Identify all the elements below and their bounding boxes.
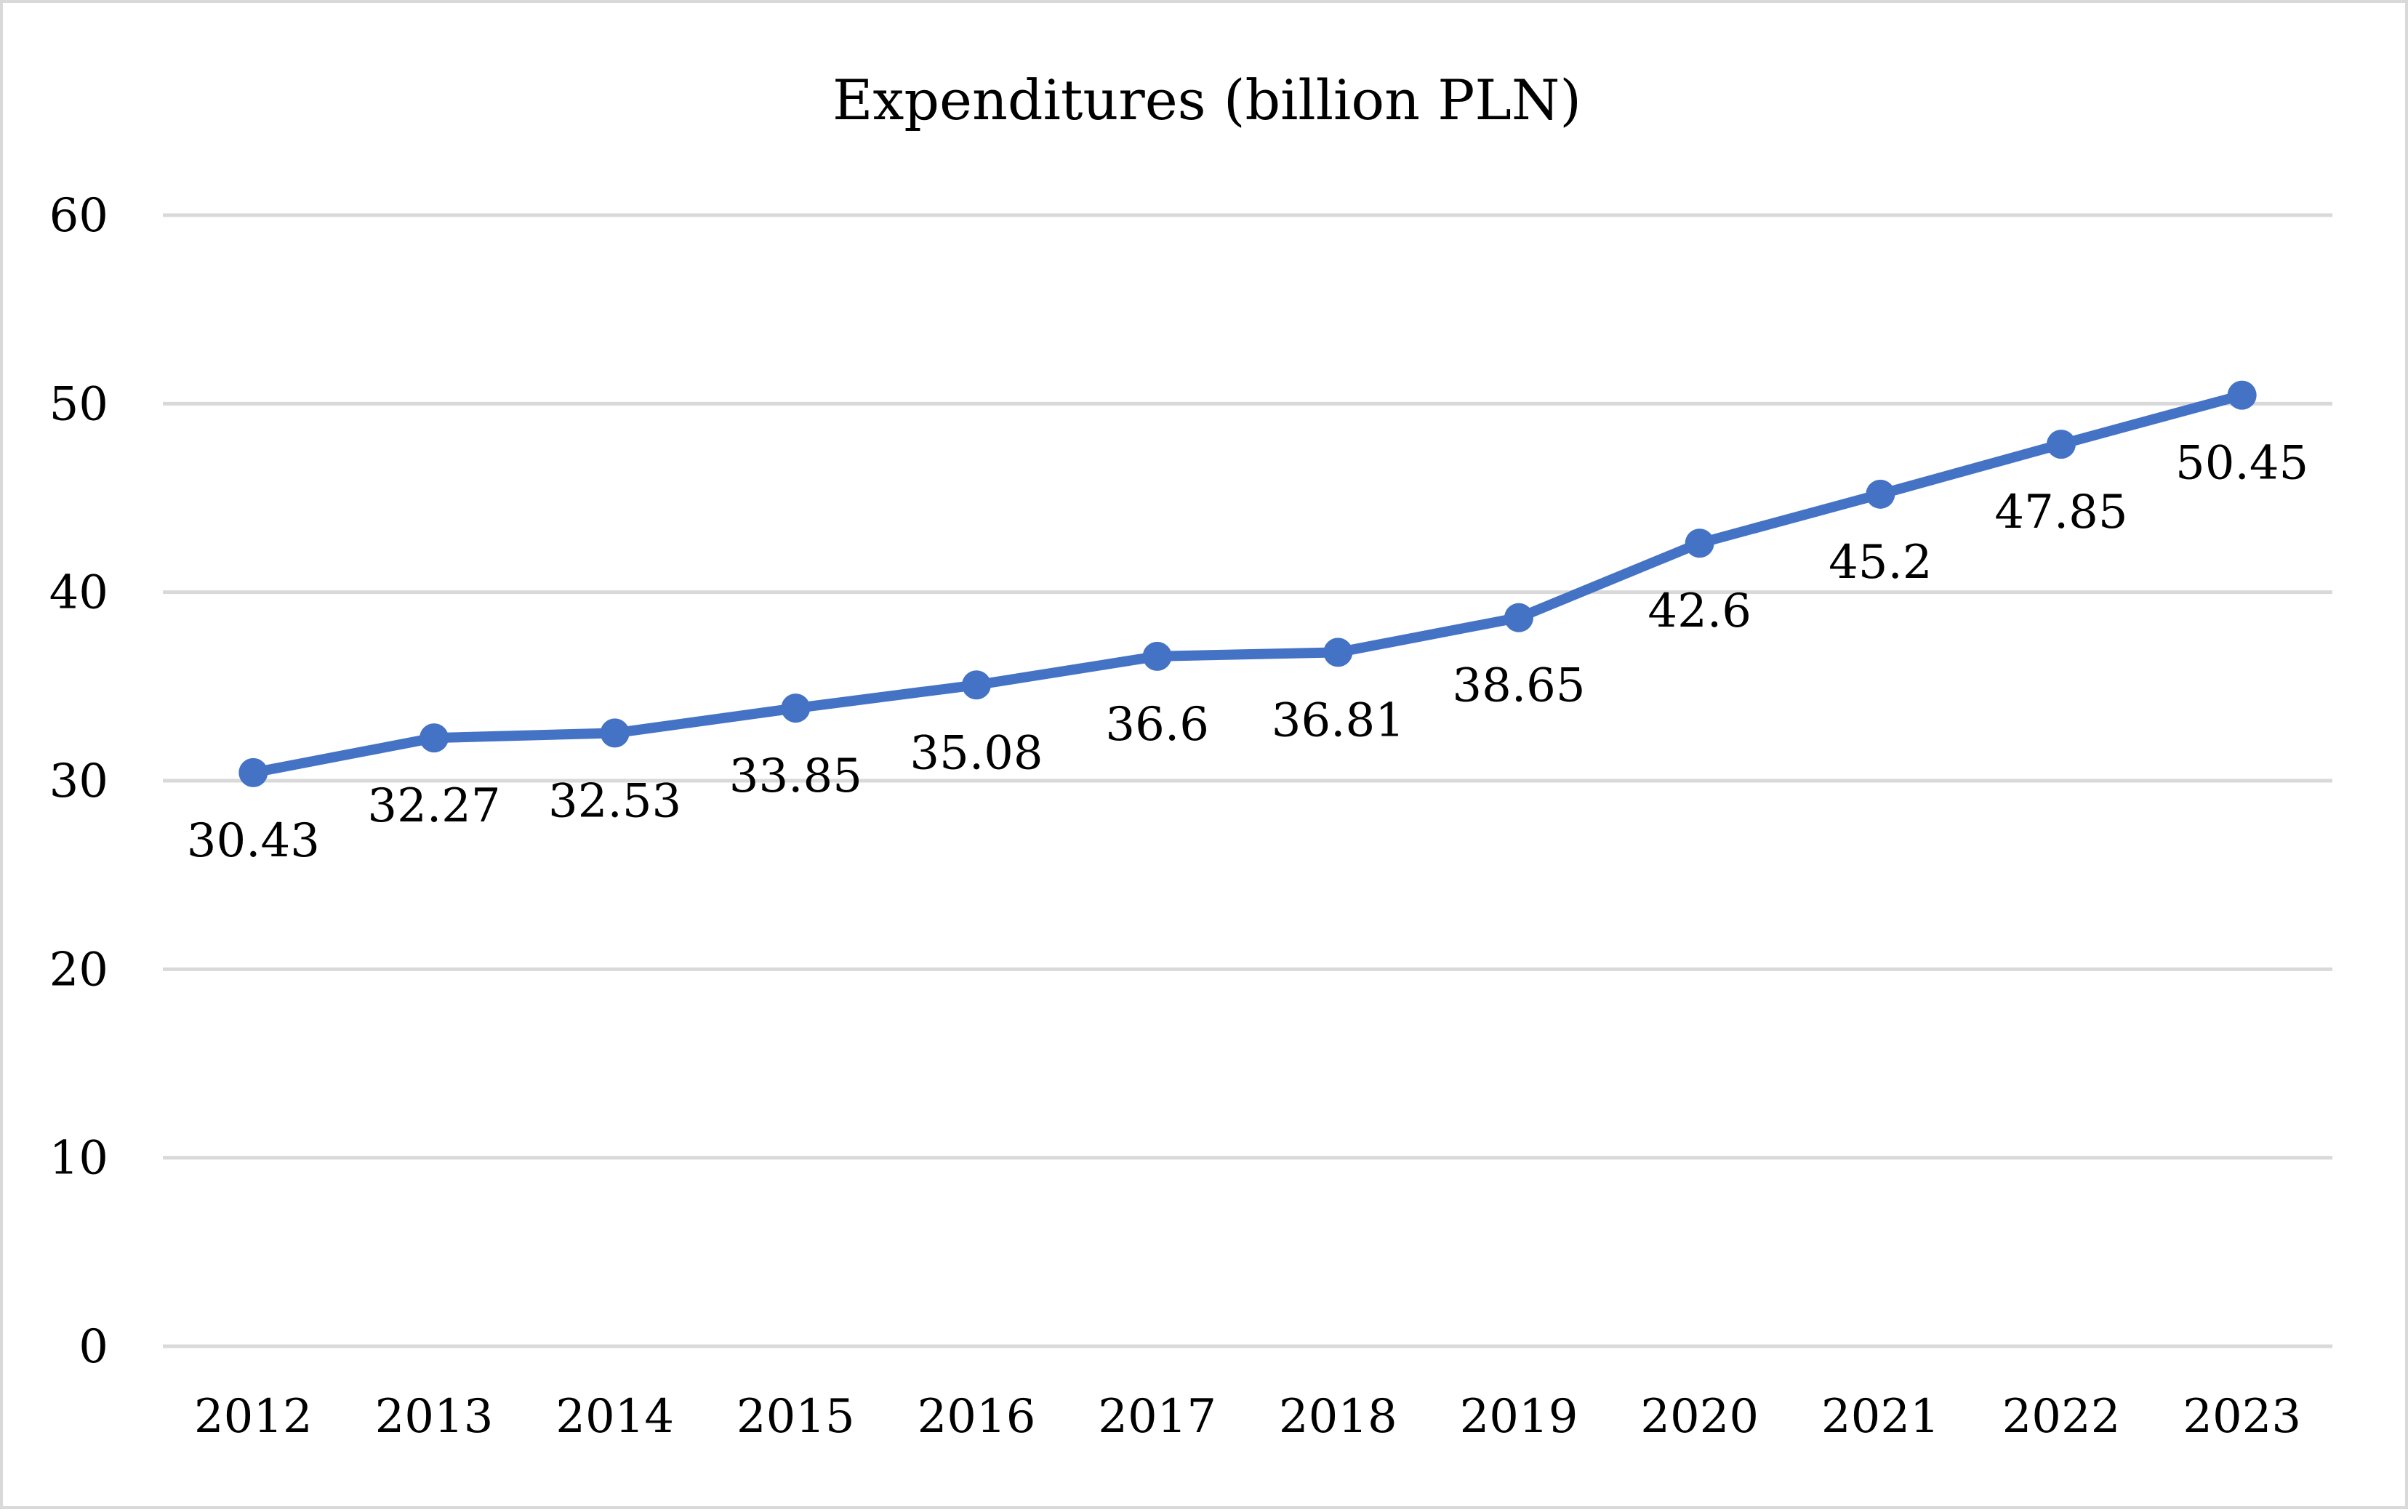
data-label: 35.08 <box>910 726 1043 780</box>
data-label: 47.85 <box>1994 486 2127 539</box>
y-tick-label: 40 <box>49 566 108 620</box>
data-label: 38.65 <box>1452 659 1585 713</box>
y-tick-label: 10 <box>49 1132 108 1186</box>
chart-title: Expenditures (billion PLN) <box>832 68 1581 132</box>
data-label: 32.53 <box>548 774 681 828</box>
data-point <box>1866 479 1895 509</box>
x-tick-label: 2018 <box>1279 1390 1397 1444</box>
data-label: 42.6 <box>1648 584 1751 638</box>
y-tick-label: 60 <box>49 189 108 243</box>
data-point <box>1323 638 1353 667</box>
x-tick-label: 2022 <box>2002 1390 2121 1444</box>
y-tick-label: 20 <box>49 943 108 997</box>
x-tick-label: 2019 <box>1460 1390 1578 1444</box>
x-tick-label: 2023 <box>2183 1390 2301 1444</box>
x-tick-label: 2021 <box>1821 1390 1940 1444</box>
x-tick-label: 2014 <box>555 1390 674 1444</box>
series-layer <box>238 380 2257 787</box>
line-chart: Expenditures (billion PLN) 0 10 20 30 40 50 60… <box>49 68 2332 1444</box>
y-tick-label: 0 <box>79 1320 108 1374</box>
data-point <box>1504 603 1533 632</box>
x-tick-label: 2020 <box>1640 1390 1759 1444</box>
data-label: 33.85 <box>729 749 862 803</box>
data-label: 45.2 <box>1829 536 1933 590</box>
data-label: 32.27 <box>367 779 500 833</box>
x-tick-label: 2016 <box>918 1390 1036 1444</box>
data-point <box>238 757 268 787</box>
data-point <box>1142 641 1172 671</box>
y-tick-label: 30 <box>49 755 108 808</box>
data-point <box>962 670 991 700</box>
data-point <box>2047 430 2076 459</box>
x-tick-label: 2012 <box>194 1390 313 1444</box>
data-point <box>781 693 811 723</box>
data-labels: 30.43 32.27 32.53 33.85 35.08 36.6 36.81 38.65 4… <box>187 437 2309 868</box>
data-point <box>420 723 449 753</box>
x-tick-label: 2013 <box>375 1390 494 1444</box>
data-point <box>2227 380 2257 410</box>
data-point <box>1685 528 1714 558</box>
series-line <box>248 390 2247 778</box>
data-label: 36.6 <box>1105 698 1209 752</box>
data-label: 50.45 <box>2175 437 2308 491</box>
y-tick-label: 50 <box>49 377 108 431</box>
y-axis-ticks: 0 10 20 30 40 50 60 <box>49 189 108 1374</box>
x-axis-ticks: 2012 2013 2014 2015 2016 2017 2018 2019 2020 2021… <box>194 1390 2301 1444</box>
x-tick-label: 2017 <box>1098 1390 1216 1444</box>
data-label: 36.81 <box>1272 693 1405 747</box>
gridlines <box>163 213 2332 1348</box>
data-point <box>600 718 630 748</box>
data-label: 30.43 <box>187 814 320 868</box>
x-tick-label: 2015 <box>737 1390 855 1444</box>
